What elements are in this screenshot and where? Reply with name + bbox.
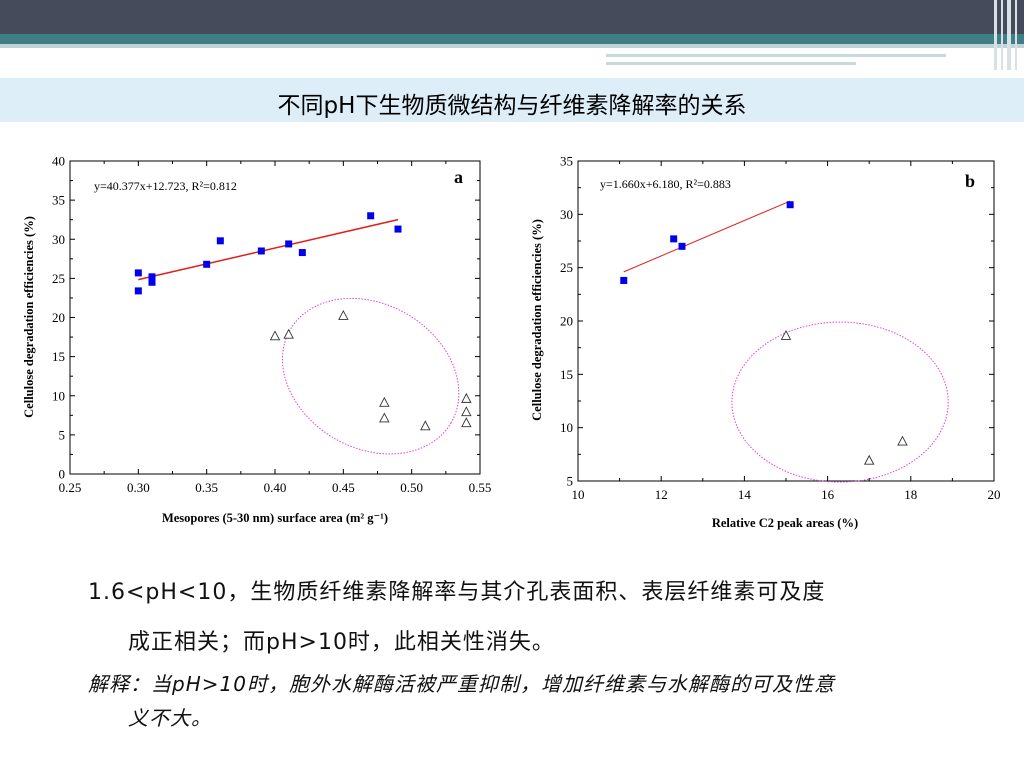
- x-tick-label: 0.55: [469, 480, 492, 495]
- panel-label: b: [965, 171, 975, 191]
- data-point-square: [134, 269, 142, 277]
- x-tick-label: 16: [821, 487, 835, 502]
- data-point-square: [394, 225, 402, 233]
- data-point-triangle: [461, 406, 472, 417]
- y-tick-label: 30: [560, 207, 573, 222]
- data-point-square: [367, 212, 375, 220]
- y-tick-label: 10: [560, 420, 573, 435]
- data-point-square: [257, 247, 265, 255]
- y-axis-label: Cellulose degradation efficiencies (%): [22, 216, 36, 418]
- fit-line: [138, 218, 399, 281]
- x-tick-label: 10: [572, 487, 585, 502]
- data-point-triangle: [338, 309, 349, 320]
- data-point-square: [203, 260, 211, 268]
- explanation-line-2: 义不大。: [128, 706, 212, 730]
- conclusion-line-2: 成正相关；而pH>10时，此相关性消失。: [128, 630, 555, 655]
- data-point-square: [134, 287, 142, 295]
- highlight-ellipse: [282, 297, 460, 455]
- fit-line: [623, 200, 791, 273]
- data-point-triangle: [461, 392, 472, 403]
- fit-equation: y=1.660x+6.180, R²=0.883: [600, 177, 731, 191]
- data-point-square: [298, 249, 306, 257]
- y-tick-label: 40: [52, 154, 65, 169]
- panel-label: a: [454, 167, 463, 187]
- data-point-square: [670, 235, 678, 243]
- y-tick-label: 15: [560, 367, 573, 382]
- header-pale-stripe: [0, 44, 1024, 48]
- header-accent-stripe: [0, 34, 1024, 44]
- x-tick-label: 20: [988, 487, 1001, 502]
- data-point-triangle: [863, 454, 875, 465]
- data-point-triangle: [269, 330, 281, 341]
- x-axis-label: Mesopores (5-30 nm) surface area (m² g⁻¹…: [162, 511, 388, 525]
- y-tick-label: 30: [52, 232, 65, 247]
- header-bar: [0, 0, 1024, 34]
- x-tick-label: 0.50: [400, 480, 423, 495]
- slide-title: 不同pH下生物质微结构与纤维素降解率的关系: [277, 93, 747, 119]
- y-tick-label: 0: [59, 467, 66, 482]
- x-axis-label: Relative C2 peak areas (%): [712, 516, 858, 530]
- y-tick-label: 15: [52, 349, 65, 364]
- x-tick-label: 0.40: [264, 480, 287, 495]
- data-point-square: [216, 237, 224, 245]
- data-point-triangle: [420, 420, 431, 431]
- title-band: [0, 78, 1024, 122]
- y-tick-label: 20: [52, 310, 65, 325]
- x-tick-label: 0.25: [59, 480, 82, 495]
- header-deco-line: [606, 62, 856, 65]
- y-tick-label: 20: [560, 314, 573, 329]
- highlight-ellipse: [731, 321, 949, 483]
- y-tick-label: 5: [59, 427, 66, 442]
- data-point-square: [148, 278, 156, 286]
- conclusion-line-1: 1.6<pH<10，生物质纤维素降解率与其介孔表面积、表层纤维素可及度: [88, 580, 826, 605]
- plot-frame: [577, 160, 995, 482]
- y-tick-label: 35: [560, 154, 573, 169]
- data-point-triangle: [379, 396, 390, 407]
- data-point-triangle: [897, 435, 908, 446]
- header-vertical-bars: [990, 0, 1024, 70]
- x-tick-label: 14: [738, 487, 752, 502]
- x-tick-label: 12: [655, 487, 668, 502]
- data-point-triangle: [283, 328, 294, 339]
- explanation-line-1: 解释：当pH>10时，胞外水解酶活被严重抑制，增加纤维素与水解酶的可及性意: [88, 672, 835, 696]
- data-point-triangle: [461, 417, 472, 428]
- fit-equation: y=40.377x+12.723, R²=0.812: [94, 179, 237, 193]
- y-tick-label: 10: [52, 388, 65, 403]
- y-axis-label: Cellulose degradation efficiencies (%): [530, 219, 544, 421]
- x-tick-label: 0.35: [195, 480, 218, 495]
- x-tick-label: 18: [904, 487, 917, 502]
- x-tick-label: 0.45: [332, 480, 355, 495]
- data-point-square: [148, 273, 156, 281]
- data-point-square: [678, 242, 686, 250]
- y-tick-label: 5: [567, 474, 574, 489]
- y-tick-label: 25: [560, 260, 573, 275]
- data-point-square: [285, 240, 293, 248]
- header-deco-line: [606, 54, 946, 57]
- data-point-triangle: [379, 412, 390, 423]
- x-tick-label: 0.30: [127, 480, 150, 495]
- data-point-triangle: [780, 329, 792, 340]
- y-tick-label: 25: [52, 271, 65, 286]
- plot-frame: [69, 160, 481, 475]
- data-point-square: [620, 276, 628, 284]
- data-point-square: [786, 201, 794, 209]
- chart-panel-a: 0.25 0.30 0.35 0.40 0.45 0.50 0.55 0 5 10 15 20 25 30…: [22, 154, 492, 526]
- y-tick-label: 35: [52, 193, 65, 208]
